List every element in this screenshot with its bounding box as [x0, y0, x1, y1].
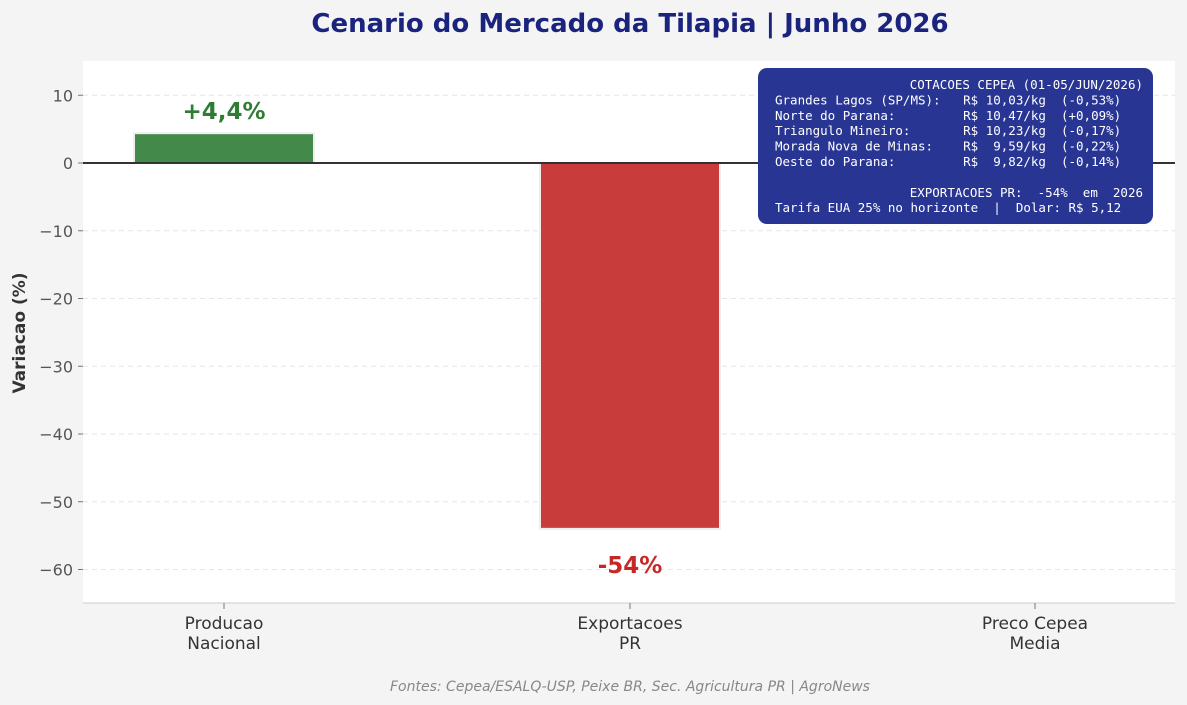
- y-tick-label: 0: [63, 154, 73, 173]
- y-tick-label: −30: [39, 357, 73, 376]
- info-box-line: COTACOES CEPEA (01-05/JUN/2026): [910, 77, 1143, 92]
- bar: [133, 132, 315, 165]
- source-note: Fontes: Cepea/ESALQ-USP, Peixe BR, Sec. …: [390, 679, 870, 695]
- x-tick-label: Producao: [185, 614, 264, 634]
- info-box-background: [758, 68, 1153, 224]
- info-box-line: Triangulo Mineiro: R$ 10,23/kg (-0,17%): [775, 123, 1121, 138]
- info-box-line: Grandes Lagos (SP/MS): R$ 10,03/kg (-0,5…: [775, 92, 1121, 107]
- data-label: -54%: [598, 553, 663, 579]
- info-box-line: EXPORTACOES PR: -54% em 2026: [910, 185, 1143, 200]
- chart-title: Cenario do Mercado da Tilapia | Junho 20…: [311, 9, 948, 39]
- info-box-line: Norte do Parana: R$ 10,47/kg (+0,09%): [775, 108, 1121, 123]
- bar: [539, 162, 721, 530]
- data-label: +4,4%: [182, 99, 265, 125]
- y-tick-label: −10: [39, 222, 73, 241]
- info-box-line: Morada Nova de Minas: R$ 9,59/kg (-0,22%…: [775, 139, 1121, 154]
- info-box-line: Oeste do Parana: R$ 9,82/kg (-0,14%): [775, 154, 1121, 169]
- x-tick-label: Nacional: [187, 634, 261, 654]
- y-tick-label: −50: [39, 493, 73, 512]
- y-tick-label: −60: [39, 561, 73, 580]
- y-axis: 10 0 −10 −20 −30 −40 −50 −60: [39, 86, 83, 580]
- info-box: COTACOES CEPEA (01-05/JUN/2026)Grandes L…: [758, 68, 1153, 224]
- x-tick-label: Exportacoes: [577, 614, 682, 634]
- y-tick-label: −40: [39, 425, 73, 444]
- info-box-lines: COTACOES CEPEA (01-05/JUN/2026)Grandes L…: [775, 77, 1143, 215]
- info-box-line: Tarifa EUA 25% no horizonte | Dolar: R$ …: [775, 200, 1121, 215]
- x-tick-label: Preco Cepea: [982, 614, 1088, 634]
- y-tick-label: −20: [39, 290, 73, 309]
- x-tick-label: PR: [619, 634, 641, 654]
- y-tick-label: 10: [53, 86, 73, 105]
- y-axis-label: Variacao (%): [10, 272, 30, 393]
- x-tick-label: Media: [1009, 634, 1060, 654]
